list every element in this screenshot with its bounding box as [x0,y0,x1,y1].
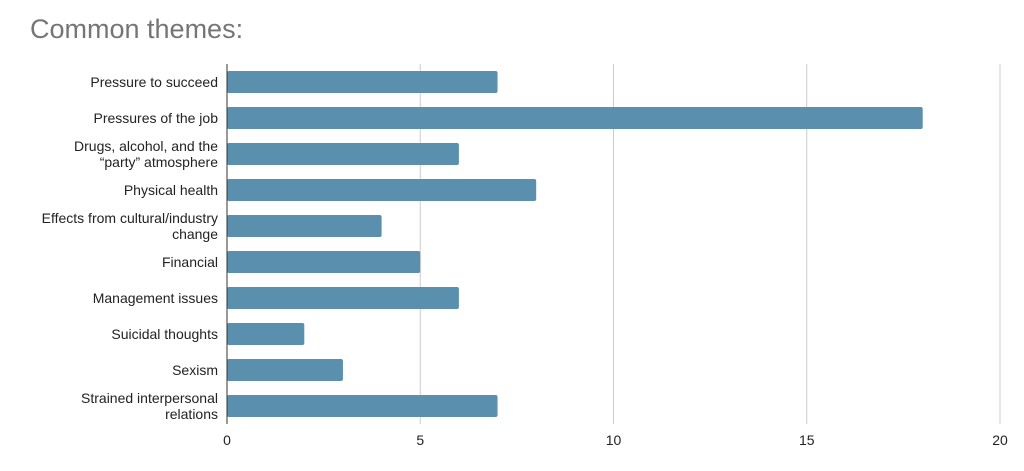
category-label: Strained interpersonal relations [81,390,218,422]
category-label: Management issues [93,290,218,306]
category-label: Effects from cultural/industry change [42,210,219,242]
bar [227,215,382,237]
category-label-line: Physical health [124,182,218,198]
category-label: Suicidal thoughts [111,326,218,342]
bar [227,287,459,309]
category-label-line: Drugs, alcohol, and the [74,138,218,154]
category-label-line: Strained interpersonal [81,390,218,406]
category-label-line: Management issues [93,290,218,306]
category-label-line: “party” atmosphere [100,154,218,170]
x-tick-label: 20 [992,432,1008,448]
category-label: Sexism [172,362,218,378]
category-label-line: Suicidal thoughts [111,326,218,342]
bar [227,395,498,417]
category-labels: Pressure to succeed Pressures of the job D… [42,74,219,422]
category-label: Physical health [124,182,218,198]
bar [227,359,343,381]
category-label-line: Effects from cultural/industry [42,210,218,226]
chart-title: Common themes: [30,14,244,44]
category-label-line: Pressure to succeed [90,74,218,90]
bar [227,107,923,129]
bar [227,143,459,165]
category-label: Drugs, alcohol, and the “party” atmospher… [74,138,218,170]
bar [227,323,305,345]
category-label-line: Pressures of the job [93,110,218,126]
x-tick-label: 5 [416,432,424,448]
category-label: Pressures of the job [93,110,218,126]
category-label-line: Financial [162,254,218,270]
category-label: Pressure to succeed [90,74,218,90]
bar [227,251,421,273]
x-tick-labels: 0 5 10 15 20 [223,432,1008,448]
x-tick-label: 10 [606,432,622,448]
x-tick-label: 0 [223,432,231,448]
category-label-line: Sexism [172,362,218,378]
category-label: Financial [162,254,218,270]
category-label-line: change [172,226,218,242]
bar [227,71,498,93]
category-label-line: relations [165,406,218,422]
bars [227,71,923,417]
x-tick-label: 15 [799,432,815,448]
bar [227,179,537,201]
